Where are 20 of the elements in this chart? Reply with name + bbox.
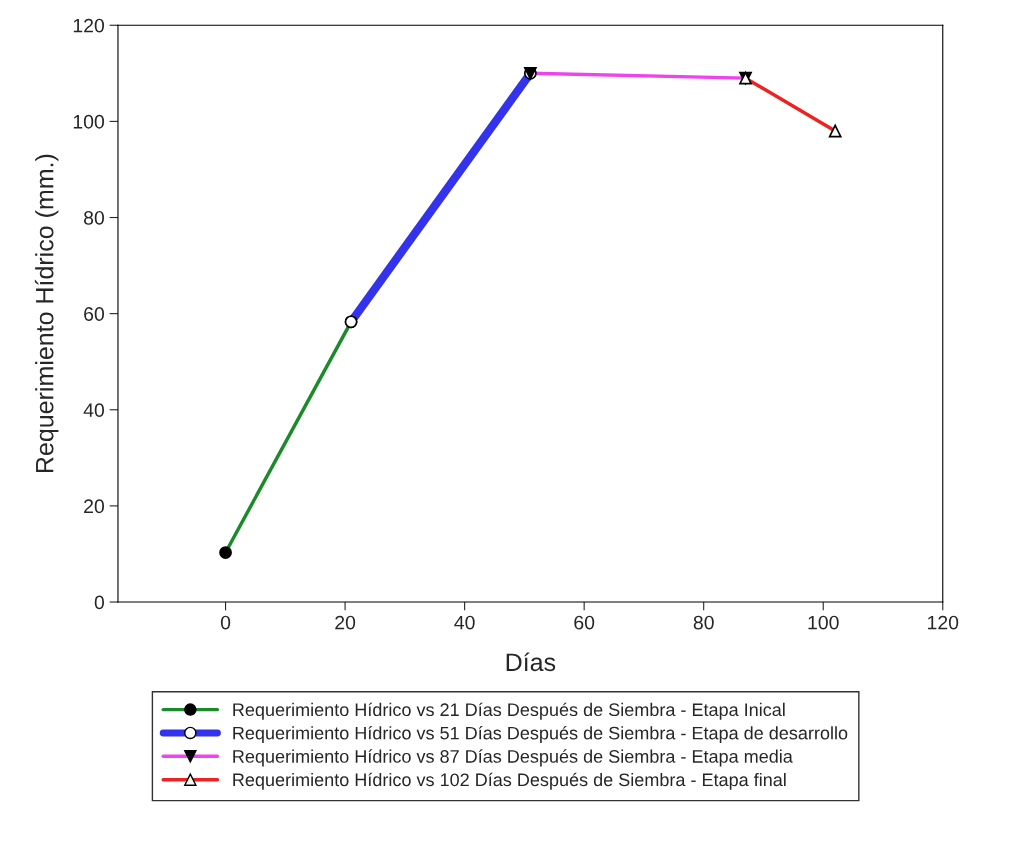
x-tick-label: 120 (928, 615, 959, 630)
x-axis-title: Días (506, 652, 556, 672)
x-tick-label: 20 (335, 615, 356, 630)
x-tick-label: 100 (808, 615, 839, 630)
y-tick-label: 100 (73, 114, 105, 129)
x-tick-label: 60 (574, 615, 595, 630)
x-tick-label: 0 (220, 615, 231, 630)
y-tick-label: 60 (84, 307, 105, 321)
y-tick-label: 0 (94, 595, 105, 610)
x-tick-label: 40 (454, 615, 475, 630)
y-axis-title: Requerimiento Hídrico (mm.) (34, 154, 59, 473)
legend-label: Requerimiento Hídrico vs 51 Días Después de Siembra - Etapa de desarrollo (233, 726, 848, 744)
y-tick-label: 120 (73, 18, 105, 33)
legend-label: Requerimiento Hídrico vs 21 Días Después de Siembra - Etapa Inical (233, 702, 785, 720)
legend-label: Requerimiento Hídrico vs 102 Días Después de Siembra - Etapa final (233, 772, 786, 790)
y-tick-label: 80 (84, 210, 105, 225)
y-tick-label: 40 (83, 403, 105, 418)
legend-label: Requerimiento Hídrico vs 87 Días Después de Siembra - Etapa media (233, 749, 793, 767)
x-tick-label: 80 (693, 615, 714, 630)
y-tick-label: 20 (84, 499, 105, 514)
